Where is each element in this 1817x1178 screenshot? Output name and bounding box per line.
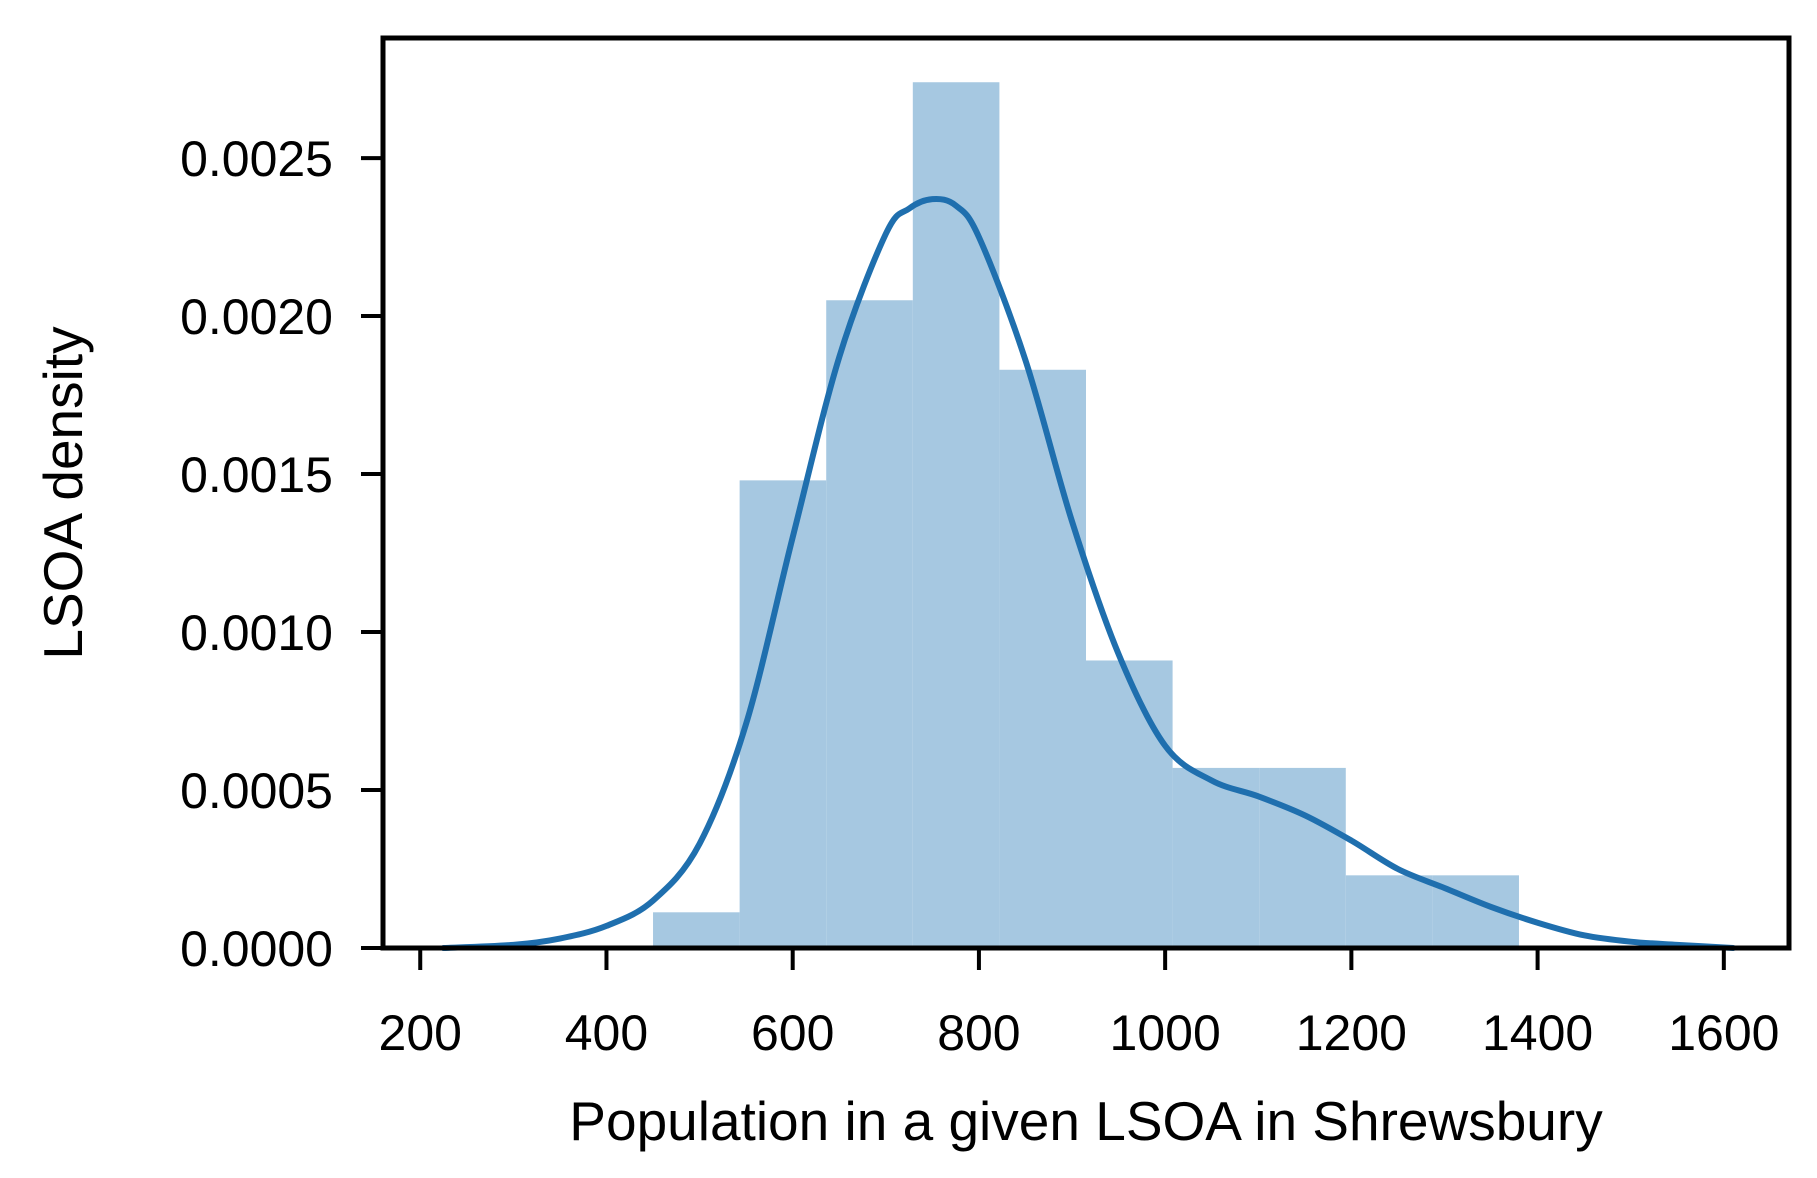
y-tick-label-4: 0.0020 (180, 289, 333, 345)
plot-frame (380, 35, 1792, 951)
x-tick-label-800: 800 (937, 1005, 1020, 1061)
histogram-bar-1 (739, 480, 827, 948)
x-tick-label-1400: 1400 (1482, 1005, 1593, 1061)
y-axis: 0.0000 0.0005 0.0010 0.0015 0.0020 0.0025 (180, 131, 383, 977)
kde-layer (440, 196, 1737, 951)
histogram-bar-4 (999, 369, 1086, 948)
x-tick-label-600: 600 (751, 1005, 834, 1061)
y-tick-label-2: 0.0010 (180, 605, 333, 661)
histogram-bar-3 (912, 82, 1000, 949)
histogram-bar-0 (653, 912, 740, 948)
x-tick-label-1000: 1000 (1110, 1005, 1221, 1061)
x-tick-label-1600: 1600 (1668, 1005, 1779, 1061)
histogram-bar-2 (826, 300, 913, 948)
kde-line (440, 196, 1737, 951)
x-tick-label-200: 200 (379, 1005, 462, 1061)
x-tick-label-1200: 1200 (1296, 1005, 1407, 1061)
y-tick-label-1: 0.0005 (180, 763, 333, 819)
y-axis-title: LSOA density (32, 326, 94, 660)
histogram-bars (653, 82, 1519, 949)
y-tick-label-0: 0.0000 (180, 921, 333, 977)
histogram-bar-7 (1259, 767, 1346, 948)
y-tick-label-3: 0.0015 (180, 447, 333, 503)
y-tick-label-5: 0.0025 (180, 131, 333, 187)
histogram-bar-6 (1172, 767, 1260, 948)
histogram-bar-5 (1086, 660, 1173, 948)
x-tick-label-400: 400 (565, 1005, 648, 1061)
x-axis: 200 400 600 800 1000 1200 1400 1600 (379, 948, 1779, 1061)
x-axis-title: Population in a given LSOA in Shrewsbury (569, 1090, 1603, 1152)
histogram-bar-8 (1345, 875, 1433, 948)
